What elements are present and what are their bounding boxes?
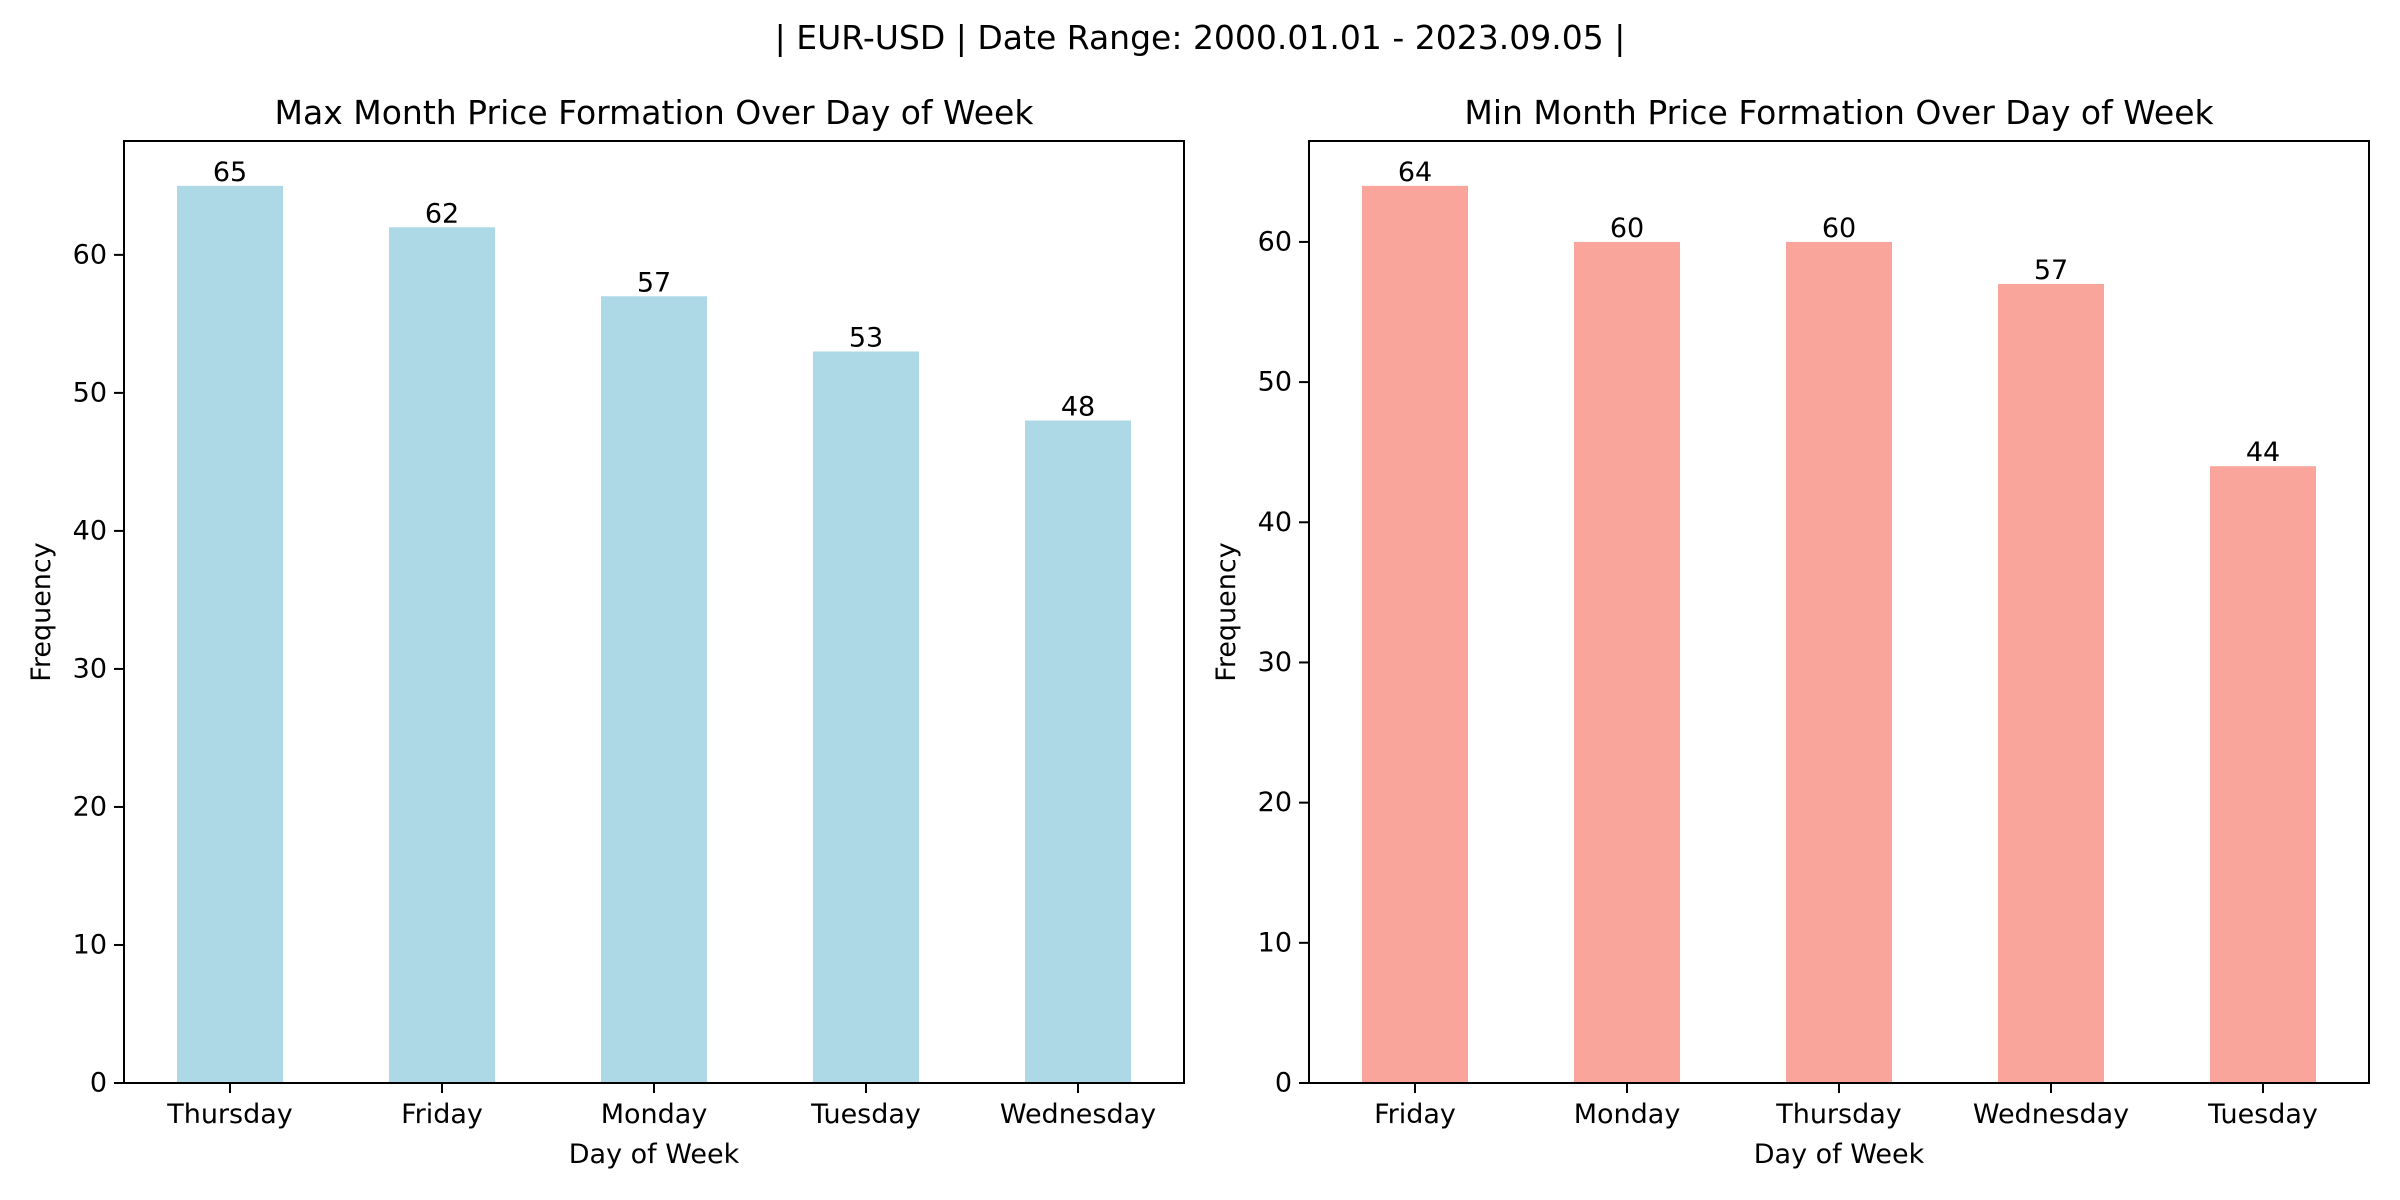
x-tick-label: Friday bbox=[401, 1099, 483, 1130]
y-axis-label: Frequency bbox=[26, 542, 57, 682]
y-tick-label: 0 bbox=[1275, 1068, 1292, 1099]
x-tick-label: Tuesday bbox=[2207, 1099, 2318, 1130]
x-tick-label: Wednesday bbox=[1973, 1099, 2129, 1130]
bar-tuesday bbox=[2210, 466, 2316, 1083]
y-tick-label: 50 bbox=[73, 377, 107, 408]
chart-title: Max Month Price Formation Over Day of We… bbox=[275, 93, 1035, 132]
y-tick-label: 30 bbox=[1258, 647, 1292, 678]
x-tick-label: Monday bbox=[601, 1099, 708, 1130]
chart-title: Min Month Price Formation Over Day of We… bbox=[1464, 93, 2214, 132]
data-label: 62 bbox=[425, 198, 459, 229]
data-label: 57 bbox=[2034, 255, 2068, 286]
figure-title: | EUR-USD | Date Range: 2000.01.01 - 202… bbox=[774, 18, 1626, 57]
bar-friday bbox=[1362, 185, 1468, 1083]
data-label: 64 bbox=[1398, 157, 1432, 188]
y-tick-label: 50 bbox=[1258, 367, 1292, 398]
y-tick-label: 10 bbox=[1258, 927, 1292, 958]
y-tick-label: 30 bbox=[73, 653, 107, 684]
bar-wednesday bbox=[1025, 420, 1131, 1083]
data-label: 53 bbox=[849, 322, 883, 353]
y-tick-label: 60 bbox=[73, 239, 107, 270]
data-label: 57 bbox=[637, 267, 671, 298]
data-label: 65 bbox=[213, 157, 247, 188]
y-tick-label: 20 bbox=[73, 791, 107, 822]
x-tick-label: Monday bbox=[1574, 1099, 1681, 1130]
data-label: 48 bbox=[1061, 391, 1095, 422]
data-label: 60 bbox=[1822, 213, 1856, 244]
y-tick-label: 20 bbox=[1258, 787, 1292, 818]
y-tick-label: 60 bbox=[1258, 226, 1292, 257]
bar-thursday bbox=[177, 185, 283, 1083]
x-axis-label: Day of Week bbox=[1754, 1139, 1925, 1170]
y-axis-label: Frequency bbox=[1211, 542, 1242, 682]
x-tick-label: Wednesday bbox=[1000, 1099, 1156, 1130]
x-tick-label: Friday bbox=[1374, 1099, 1456, 1130]
y-tick-label: 40 bbox=[1258, 507, 1292, 538]
bar-wednesday bbox=[1998, 283, 2104, 1083]
bar-tuesday bbox=[813, 351, 919, 1083]
chart-panel-2: 0 10 20 30 40 50 60 Friday Monday Thursday Wednesd… bbox=[1211, 93, 2370, 1170]
bar-monday bbox=[601, 296, 707, 1083]
data-label: 60 bbox=[1610, 213, 1644, 244]
x-tick-label: Thursday bbox=[166, 1099, 293, 1130]
bar-monday bbox=[1574, 241, 1680, 1083]
y-tick-label: 10 bbox=[73, 929, 107, 960]
bar-thursday bbox=[1786, 241, 1892, 1083]
y-tick-label: 0 bbox=[90, 1068, 107, 1099]
y-tick-label: 40 bbox=[73, 515, 107, 546]
data-label: 44 bbox=[2246, 437, 2280, 468]
x-tick-label: Thursday bbox=[1775, 1099, 1902, 1130]
bar-friday bbox=[389, 227, 495, 1083]
x-axis-label: Day of Week bbox=[569, 1139, 740, 1170]
chart-panel-1: 0 10 20 30 40 50 60 Thursday Friday Monday Tuesday… bbox=[26, 93, 1185, 1170]
x-tick-label: Tuesday bbox=[810, 1099, 921, 1130]
